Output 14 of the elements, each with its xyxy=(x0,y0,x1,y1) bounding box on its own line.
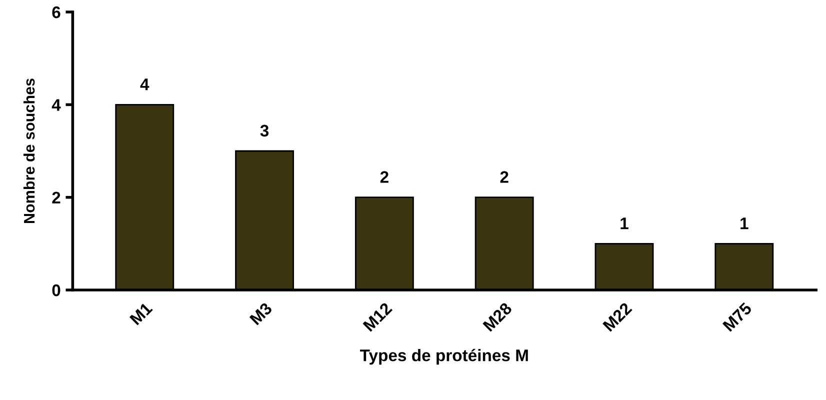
x-axis-title: Types de protéines M xyxy=(360,348,528,365)
data-label: 3 xyxy=(260,124,269,137)
y-axis-title: Nombre de souches xyxy=(23,78,35,223)
y-tick-label: 0 xyxy=(52,284,60,296)
data-label: 1 xyxy=(740,218,748,230)
data-label: 4 xyxy=(140,78,150,90)
x-tick-label: M3 xyxy=(249,302,273,326)
data-label: 2 xyxy=(380,171,388,183)
y-tick-label: 4 xyxy=(52,99,61,111)
x-tick-label: M1 xyxy=(129,302,153,326)
y-tick-label: 2 xyxy=(52,192,60,204)
data-label: 1 xyxy=(620,218,628,230)
data-label: 2 xyxy=(500,171,508,183)
y-tick-label: 6 xyxy=(52,6,60,18)
